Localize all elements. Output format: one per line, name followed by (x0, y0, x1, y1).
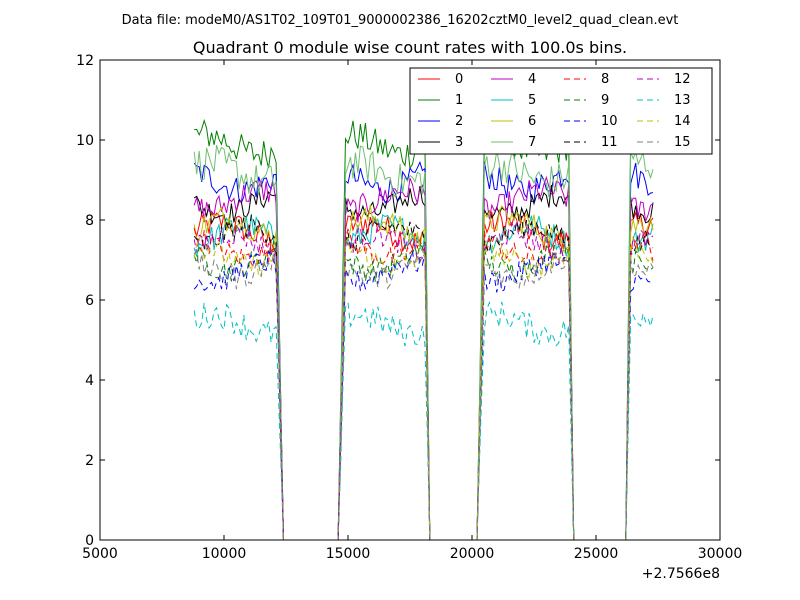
series-line-5 (193, 213, 654, 541)
series-line-9 (193, 241, 654, 541)
x-axis: 5000 10000 15000 20000 25000 30000 (82, 60, 742, 562)
legend-label: 13 (674, 93, 691, 108)
x-tick-label: 15000 (326, 546, 371, 562)
legend-label: 2 (455, 114, 463, 129)
legend-label: 9 (601, 93, 609, 108)
series-line-11 (193, 213, 654, 541)
y-tick-label: 10 (76, 133, 94, 149)
y-tick-label: 2 (85, 453, 94, 469)
series-line-13 (193, 300, 654, 541)
legend-label: 1 (455, 93, 463, 108)
x-tick-label: 25000 (574, 546, 619, 562)
legend-label: 0 (455, 72, 463, 87)
chart-title: Quadrant 0 module wise count rates with … (193, 38, 627, 57)
series-line-3 (193, 184, 654, 541)
x-tick-label: 30000 (698, 546, 743, 562)
x-offset-label: +2.7566e8 (642, 566, 720, 582)
series-line-2 (193, 160, 654, 541)
legend-label: 15 (674, 135, 691, 150)
series-line-4 (193, 175, 654, 541)
y-tick-label: 8 (85, 213, 94, 229)
legend-box (409, 67, 713, 155)
chart-supertitle: Data file: modeM0/AS1T02_109T01_90000023… (122, 13, 679, 28)
y-tick-label: 6 (85, 293, 94, 309)
series-line-8 (193, 227, 654, 541)
legend-label: 10 (601, 114, 618, 129)
legend-label: 7 (528, 135, 536, 150)
legend-label: 12 (674, 72, 691, 87)
y-tick-label: 12 (76, 53, 94, 69)
series-line-7 (193, 144, 654, 541)
series-line-10 (193, 250, 654, 541)
y-tick-label: 4 (85, 373, 94, 389)
x-tick-label: 20000 (450, 546, 495, 562)
legend-label: 6 (528, 114, 536, 129)
legend-label: 4 (528, 72, 536, 87)
legend-label: 14 (674, 114, 691, 129)
legend-label: 8 (601, 72, 609, 87)
plot-lines (193, 118, 654, 541)
series-line-12 (193, 221, 654, 541)
x-tick-label: 10000 (202, 546, 247, 562)
series-line-15 (193, 249, 654, 541)
legend-label: 11 (601, 135, 618, 150)
series-line-14 (193, 236, 654, 541)
y-tick-label: 0 (85, 533, 94, 549)
legend-label: 5 (528, 93, 536, 108)
x-tick-label: 5000 (82, 546, 118, 562)
legend-label: 3 (455, 135, 463, 150)
